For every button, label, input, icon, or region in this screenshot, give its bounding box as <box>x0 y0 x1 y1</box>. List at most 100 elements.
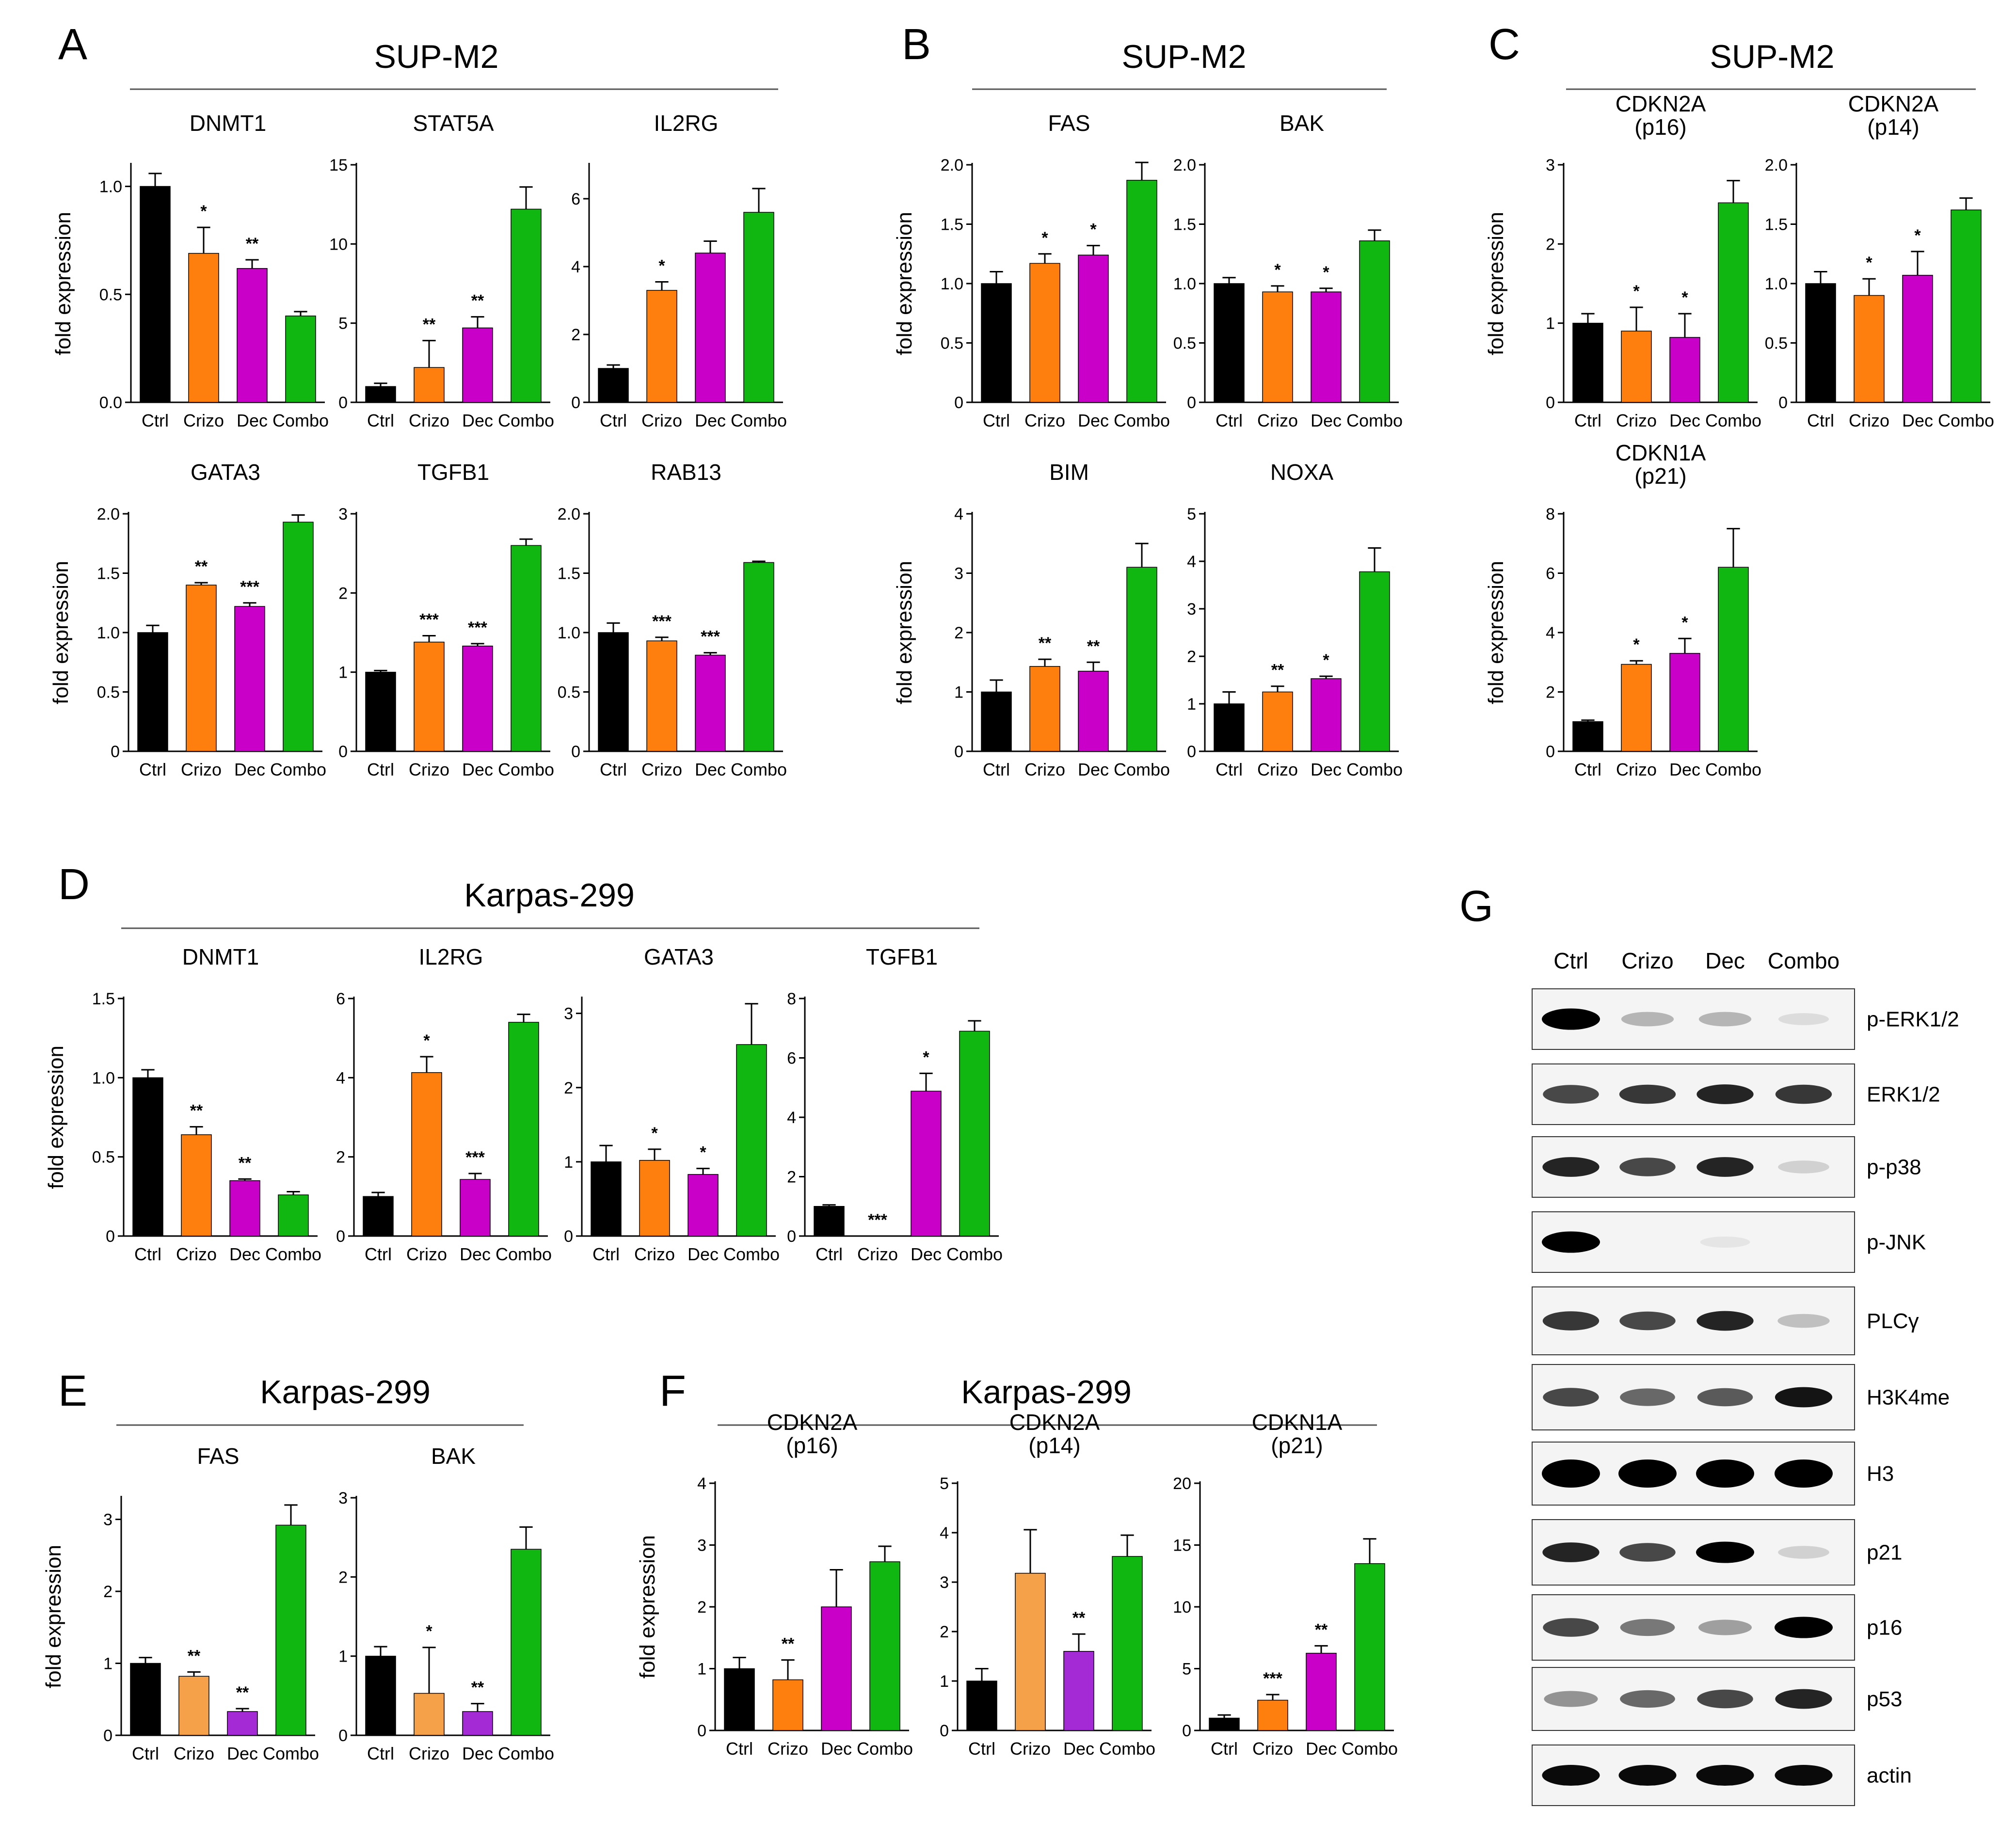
chart-a3: IL2RG 0 2 4 6 Ctrl * Crizo Dec Combo <box>571 111 787 430</box>
bar-crizo <box>1262 691 1293 752</box>
blot-band <box>1542 1311 1600 1331</box>
y-tick-label: 2.0 <box>1173 156 1196 174</box>
blot-band <box>1618 1459 1677 1488</box>
significance-dec: ** <box>239 1154 252 1172</box>
bar-ctrl <box>140 186 171 403</box>
y-tick-label: 3 <box>564 1005 573 1023</box>
y-tick-label: 0 <box>1546 743 1555 761</box>
bar-ctrl <box>1214 703 1245 752</box>
chart-title: CDKN2A <box>1848 91 1939 116</box>
blot-band <box>1542 1231 1600 1253</box>
x-tick-label-crizo: Crizo <box>1849 411 1889 430</box>
chart-a2: STAT5A 0 5 10 15 Ctrl ** Crizo ** Dec Combo <box>329 111 554 430</box>
blot-band <box>1696 1157 1754 1177</box>
significance-dec: * <box>1323 651 1329 669</box>
significance-dec: * <box>700 1143 706 1162</box>
bar-ctrl <box>981 283 1012 403</box>
blot-band <box>1696 1311 1754 1331</box>
y-tick-label: 3 <box>338 1489 348 1507</box>
bar-crizo <box>414 367 445 403</box>
lane-label-crizo: Crizo <box>1621 948 1673 973</box>
x-tick-label-dec: Dec <box>1078 760 1109 779</box>
blot-label: ERK1/2 <box>1867 1083 1940 1107</box>
bar-crizo <box>1621 331 1652 403</box>
chart-title: IL2RG <box>654 111 719 136</box>
y-axis-label: fold expression <box>51 212 75 355</box>
blot-band <box>1620 1388 1675 1406</box>
x-tick-label-crizo: Crizo <box>1252 1739 1293 1759</box>
y-tick-label: 3 <box>1187 600 1196 619</box>
x-tick-label-ctrl: Ctrl <box>1211 1739 1238 1759</box>
y-tick-label: 6 <box>336 990 345 1008</box>
y-tick-label: 0.5 <box>97 683 120 702</box>
significance-crizo: * <box>200 202 207 221</box>
blot-band <box>1775 1617 1833 1638</box>
y-axis-label: fold expression <box>1484 212 1508 355</box>
y-tick-label: 0 <box>338 743 348 761</box>
blot-band <box>1543 1388 1599 1407</box>
x-tick-label-dec: Dec <box>462 411 493 430</box>
chart-b3: BIM fold expression 0 1 2 3 4 Ctrl ** Crizo ** Dec C… <box>893 460 1170 779</box>
chart-a1: DNMT1 fold expression 0.0 0.5 1.0 Ctrl * Crizo *… <box>51 111 329 430</box>
bar-dec <box>462 646 493 752</box>
blot-band <box>1778 1013 1829 1025</box>
y-tick-label: 0.0 <box>99 394 122 412</box>
y-tick-label: 3 <box>940 1573 949 1592</box>
blot-band <box>1542 1157 1600 1177</box>
x-tick-label-dec: Dec <box>1306 1739 1337 1759</box>
significance-dec: * <box>1090 221 1097 239</box>
panel-letter-c: C <box>1488 20 1520 69</box>
y-tick-label: 2 <box>787 1168 796 1187</box>
y-tick-label: 2 <box>571 326 580 344</box>
y-tick-label: 0.5 <box>1173 334 1196 353</box>
x-tick-label-crizo: Crizo <box>406 1244 447 1264</box>
bar-combo <box>959 1031 990 1237</box>
y-tick-label: 0 <box>336 1227 345 1246</box>
x-tick-label-combo: Combo <box>498 1744 554 1763</box>
x-tick-label-crizo: Crizo <box>1257 411 1298 430</box>
x-tick-label-crizo: Crizo <box>641 411 682 430</box>
y-axis-label: fold expression <box>1484 561 1508 704</box>
chart-d3: GATA3 0 1 2 3 Ctrl * Crizo * Dec Combo <box>564 944 780 1264</box>
bar-crizo <box>414 641 445 752</box>
x-tick-label-ctrl: Ctrl <box>1807 411 1834 430</box>
blot-band <box>1777 1314 1830 1328</box>
y-tick-label: 0 <box>106 1227 115 1246</box>
y-tick-label: 0.5 <box>558 683 580 702</box>
bar-ctrl <box>966 1681 997 1731</box>
chart-a4: GATA3 fold expression 0 0.5 1.0 1.5 2.0 Ctrl ** C… <box>49 460 326 779</box>
bar-combo <box>1354 1563 1385 1731</box>
chart-title: CDKN1A <box>1252 1410 1343 1435</box>
x-tick-label-combo: Combo <box>272 411 329 430</box>
x-tick-label-combo: Combo <box>270 760 326 779</box>
panel-letter-b: B <box>902 20 931 69</box>
x-tick-label-combo: Combo <box>1114 411 1170 430</box>
y-tick-label: 0 <box>103 1727 112 1745</box>
significance-crizo: ** <box>782 1635 795 1653</box>
bar-crizo <box>1015 1572 1046 1731</box>
panel-letter-d: D <box>58 860 90 909</box>
x-tick-label-crizo: Crizo <box>857 1244 898 1264</box>
significance-dec: *** <box>465 1148 485 1167</box>
blot-label: actin <box>1867 1764 1912 1788</box>
bar-dec <box>1902 275 1933 403</box>
significance-dec: *** <box>468 619 487 637</box>
y-tick-label: 0 <box>1187 743 1196 761</box>
chart-title: GATA3 <box>644 944 714 969</box>
bar-crizo <box>646 290 677 403</box>
y-tick-label: 0 <box>111 743 120 761</box>
significance-dec: *** <box>240 578 259 596</box>
chart-d2: IL2RG 0 2 4 6 Ctrl * Crizo *** Dec Combo <box>336 944 552 1264</box>
x-tick-label-ctrl: Ctrl <box>968 1739 995 1759</box>
blot-band <box>1696 1084 1754 1104</box>
bar-combo <box>511 1549 542 1736</box>
blot-band <box>1544 1691 1598 1707</box>
y-tick-label: 4 <box>336 1069 345 1087</box>
significance-dec: * <box>1681 288 1688 307</box>
significance-dec: ** <box>246 235 259 253</box>
x-tick-label-crizo: Crizo <box>183 411 224 430</box>
bar-crizo <box>414 1693 445 1736</box>
y-tick-label: 0.5 <box>99 286 122 304</box>
chart-title-subtitle: (p21) <box>1634 463 1686 489</box>
blot-band <box>1697 1388 1753 1407</box>
